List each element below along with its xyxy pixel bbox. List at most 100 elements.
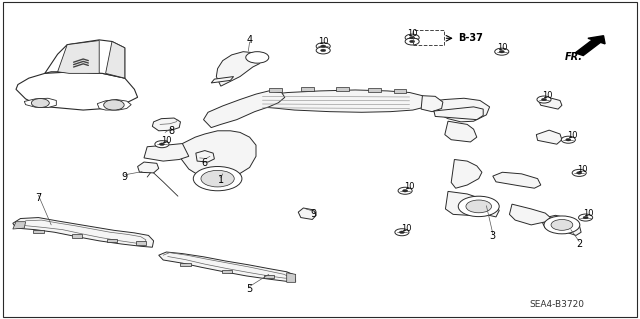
Polygon shape	[16, 72, 138, 110]
Text: 10: 10	[408, 29, 418, 38]
Polygon shape	[445, 191, 483, 215]
Text: 10: 10	[584, 209, 594, 218]
Text: 7: 7	[35, 193, 42, 203]
Text: 10: 10	[568, 131, 578, 140]
Circle shape	[410, 40, 415, 43]
Circle shape	[561, 136, 575, 143]
Polygon shape	[204, 91, 285, 128]
Polygon shape	[138, 162, 159, 173]
Polygon shape	[434, 107, 483, 120]
Text: 10: 10	[401, 224, 412, 233]
Circle shape	[403, 189, 408, 192]
Circle shape	[405, 38, 419, 45]
Polygon shape	[264, 275, 274, 278]
Circle shape	[104, 100, 124, 110]
Polygon shape	[298, 208, 316, 219]
Text: 6: 6	[202, 158, 208, 168]
Circle shape	[541, 98, 547, 101]
Polygon shape	[336, 87, 349, 91]
Polygon shape	[287, 273, 296, 282]
Polygon shape	[509, 204, 550, 225]
Circle shape	[566, 138, 571, 141]
Polygon shape	[216, 52, 262, 86]
Circle shape	[321, 45, 326, 48]
Text: 8: 8	[168, 126, 175, 136]
Text: 9: 9	[122, 172, 128, 182]
Polygon shape	[13, 222, 26, 229]
Polygon shape	[45, 40, 125, 78]
Polygon shape	[136, 241, 146, 245]
Circle shape	[466, 200, 492, 213]
Circle shape	[246, 52, 269, 63]
Polygon shape	[493, 172, 541, 188]
Text: B-37: B-37	[458, 33, 483, 43]
Polygon shape	[179, 131, 256, 179]
Polygon shape	[460, 196, 499, 217]
Text: SEA4-B3720: SEA4-B3720	[529, 300, 584, 309]
Polygon shape	[152, 118, 180, 131]
Polygon shape	[196, 151, 214, 162]
Bar	[413, 30, 444, 45]
Text: 4: 4	[246, 35, 253, 45]
Circle shape	[398, 187, 412, 194]
Circle shape	[537, 96, 551, 103]
Text: 10: 10	[542, 91, 552, 100]
Text: 10: 10	[497, 43, 508, 52]
Polygon shape	[33, 230, 44, 233]
Circle shape	[31, 99, 49, 108]
Circle shape	[316, 47, 330, 54]
Circle shape	[201, 170, 234, 187]
Text: 3: 3	[490, 231, 496, 241]
Circle shape	[405, 34, 419, 41]
Polygon shape	[421, 96, 443, 112]
Circle shape	[193, 167, 242, 191]
Circle shape	[577, 172, 582, 174]
Polygon shape	[106, 41, 125, 78]
Circle shape	[395, 229, 409, 236]
Circle shape	[579, 214, 593, 221]
Polygon shape	[255, 90, 429, 112]
Polygon shape	[543, 215, 581, 235]
Polygon shape	[144, 144, 189, 161]
Circle shape	[155, 141, 169, 148]
Polygon shape	[13, 218, 154, 247]
Text: 10: 10	[404, 182, 415, 191]
Text: FR.: FR.	[564, 52, 582, 62]
Polygon shape	[97, 100, 131, 110]
Polygon shape	[107, 239, 117, 242]
Text: 10: 10	[577, 165, 588, 174]
Polygon shape	[445, 121, 477, 142]
Text: 5: 5	[246, 284, 253, 294]
Circle shape	[458, 196, 499, 217]
Circle shape	[495, 48, 509, 55]
Polygon shape	[222, 270, 232, 273]
Circle shape	[544, 216, 580, 234]
Text: 10: 10	[161, 136, 172, 145]
Polygon shape	[58, 41, 99, 73]
Text: 10: 10	[318, 37, 328, 46]
Text: 1: 1	[218, 175, 224, 185]
Circle shape	[399, 231, 404, 234]
Polygon shape	[24, 98, 56, 108]
Circle shape	[499, 50, 504, 53]
Circle shape	[410, 36, 415, 39]
Circle shape	[316, 43, 330, 50]
Polygon shape	[368, 88, 381, 92]
Polygon shape	[394, 89, 406, 93]
Polygon shape	[301, 87, 314, 91]
Circle shape	[159, 143, 164, 145]
FancyArrow shape	[575, 36, 605, 56]
Polygon shape	[211, 77, 234, 83]
Polygon shape	[180, 263, 191, 266]
Circle shape	[321, 49, 326, 52]
Circle shape	[551, 219, 573, 230]
Polygon shape	[72, 234, 82, 238]
Polygon shape	[269, 88, 282, 92]
Circle shape	[572, 169, 586, 176]
Circle shape	[583, 216, 588, 219]
Polygon shape	[451, 160, 482, 188]
Text: 9: 9	[310, 209, 317, 219]
Text: 2: 2	[576, 239, 582, 249]
Polygon shape	[159, 252, 296, 281]
Polygon shape	[539, 97, 562, 109]
